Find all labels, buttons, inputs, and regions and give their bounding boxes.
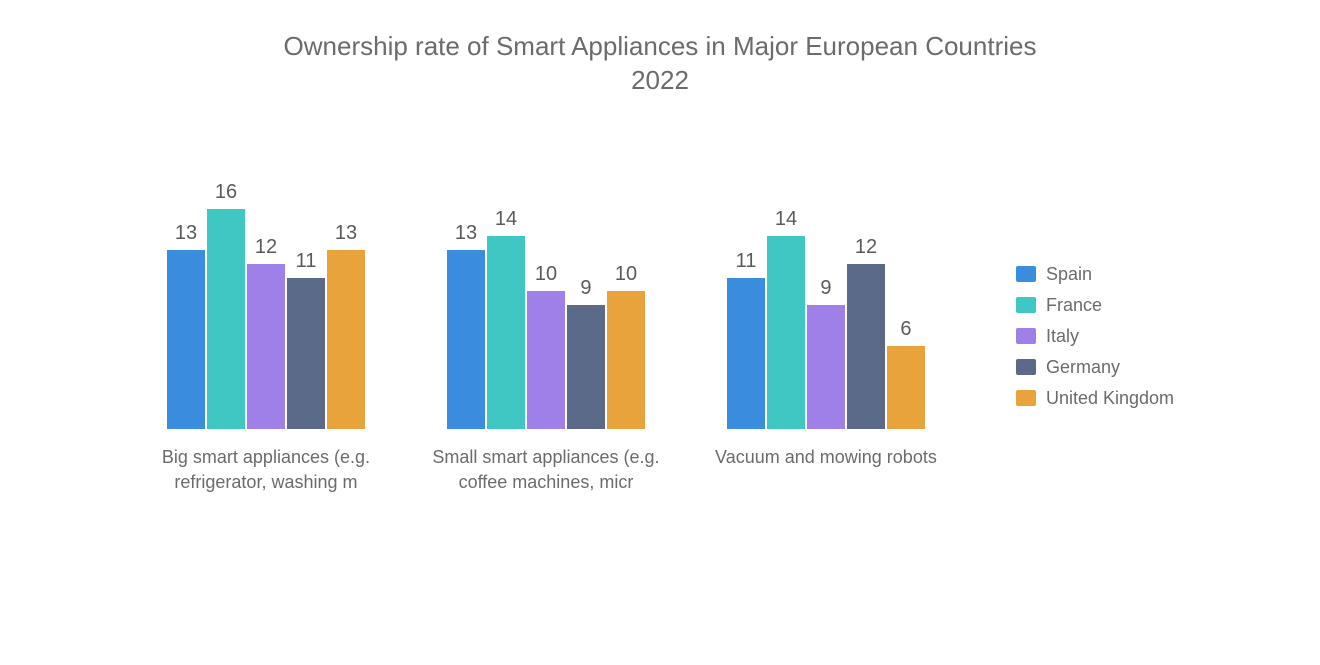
legend-swatch	[1016, 390, 1036, 406]
legend-item: Spain	[1016, 264, 1174, 285]
bar: 16	[207, 209, 245, 429]
bar: 6	[887, 346, 925, 429]
bar-groups: 1316121113Big smart appliances (e.g. ref…	[146, 209, 946, 523]
legend-swatch	[1016, 359, 1036, 375]
bar: 13	[327, 250, 365, 429]
chart-title: Ownership rate of Smart Appliances in Ma…	[284, 30, 1037, 98]
chart-container: Ownership rate of Smart Appliances in Ma…	[0, 0, 1320, 665]
bar-value-label: 13	[335, 222, 357, 245]
legend-label: United Kingdom	[1046, 388, 1174, 409]
legend-swatch	[1016, 266, 1036, 282]
bar: 11	[727, 278, 765, 429]
bar: 13	[447, 250, 485, 429]
bar-value-label: 14	[775, 208, 797, 231]
legend-swatch	[1016, 297, 1036, 313]
bar-value-label: 9	[580, 277, 591, 300]
bar: 14	[487, 236, 525, 429]
bar-group: 131410910Small smart appliances (e.g. co…	[426, 209, 666, 523]
chart-title-line2: 2022	[284, 64, 1037, 98]
bar-value-label: 10	[535, 263, 557, 286]
bar-value-label: 12	[255, 236, 277, 259]
bar: 9	[567, 305, 605, 429]
bar: 12	[247, 264, 285, 429]
bar: 14	[767, 236, 805, 429]
bar-value-label: 11	[736, 250, 757, 273]
bars-row: 1316121113	[167, 209, 365, 429]
bar-value-label: 13	[175, 222, 197, 245]
legend-label: France	[1046, 295, 1102, 316]
legend: Spain France Italy Germany United Kingdom	[1016, 264, 1174, 409]
bar-value-label: 16	[215, 181, 237, 204]
bar-value-label: 10	[615, 263, 637, 286]
bar-group: 11149126Vacuum and mowing robots	[706, 209, 946, 523]
bars-row: 11149126	[727, 209, 925, 429]
bar-value-label: 14	[495, 208, 517, 231]
category-label: Small smart appliances (e.g. coffee mach…	[426, 445, 666, 523]
category-label: Big smart appliances (e.g. refrigerator,…	[146, 445, 386, 523]
bar-value-label: 13	[455, 222, 477, 245]
bar: 9	[807, 305, 845, 429]
bar: 10	[527, 291, 565, 429]
bar-value-label: 6	[900, 318, 911, 341]
bars-row: 131410910	[447, 209, 645, 429]
legend-item: France	[1016, 295, 1174, 316]
bar-value-label: 9	[820, 277, 831, 300]
legend-label: Italy	[1046, 326, 1079, 347]
bar: 11	[287, 278, 325, 429]
legend-item: United Kingdom	[1016, 388, 1174, 409]
legend-item: Germany	[1016, 357, 1174, 378]
bar-group: 1316121113Big smart appliances (e.g. ref…	[146, 209, 386, 523]
legend-label: Spain	[1046, 264, 1092, 285]
legend-item: Italy	[1016, 326, 1174, 347]
category-label: Vacuum and mowing robots	[715, 445, 937, 523]
plot-area: 1316121113Big smart appliances (e.g. ref…	[40, 108, 1280, 625]
bar: 10	[607, 291, 645, 429]
bar: 12	[847, 264, 885, 429]
bar-value-label: 11	[296, 250, 317, 273]
bar-value-label: 12	[855, 236, 877, 259]
legend-swatch	[1016, 328, 1036, 344]
bar: 13	[167, 250, 205, 429]
legend-label: Germany	[1046, 357, 1120, 378]
chart-title-line1: Ownership rate of Smart Appliances in Ma…	[284, 31, 1037, 61]
